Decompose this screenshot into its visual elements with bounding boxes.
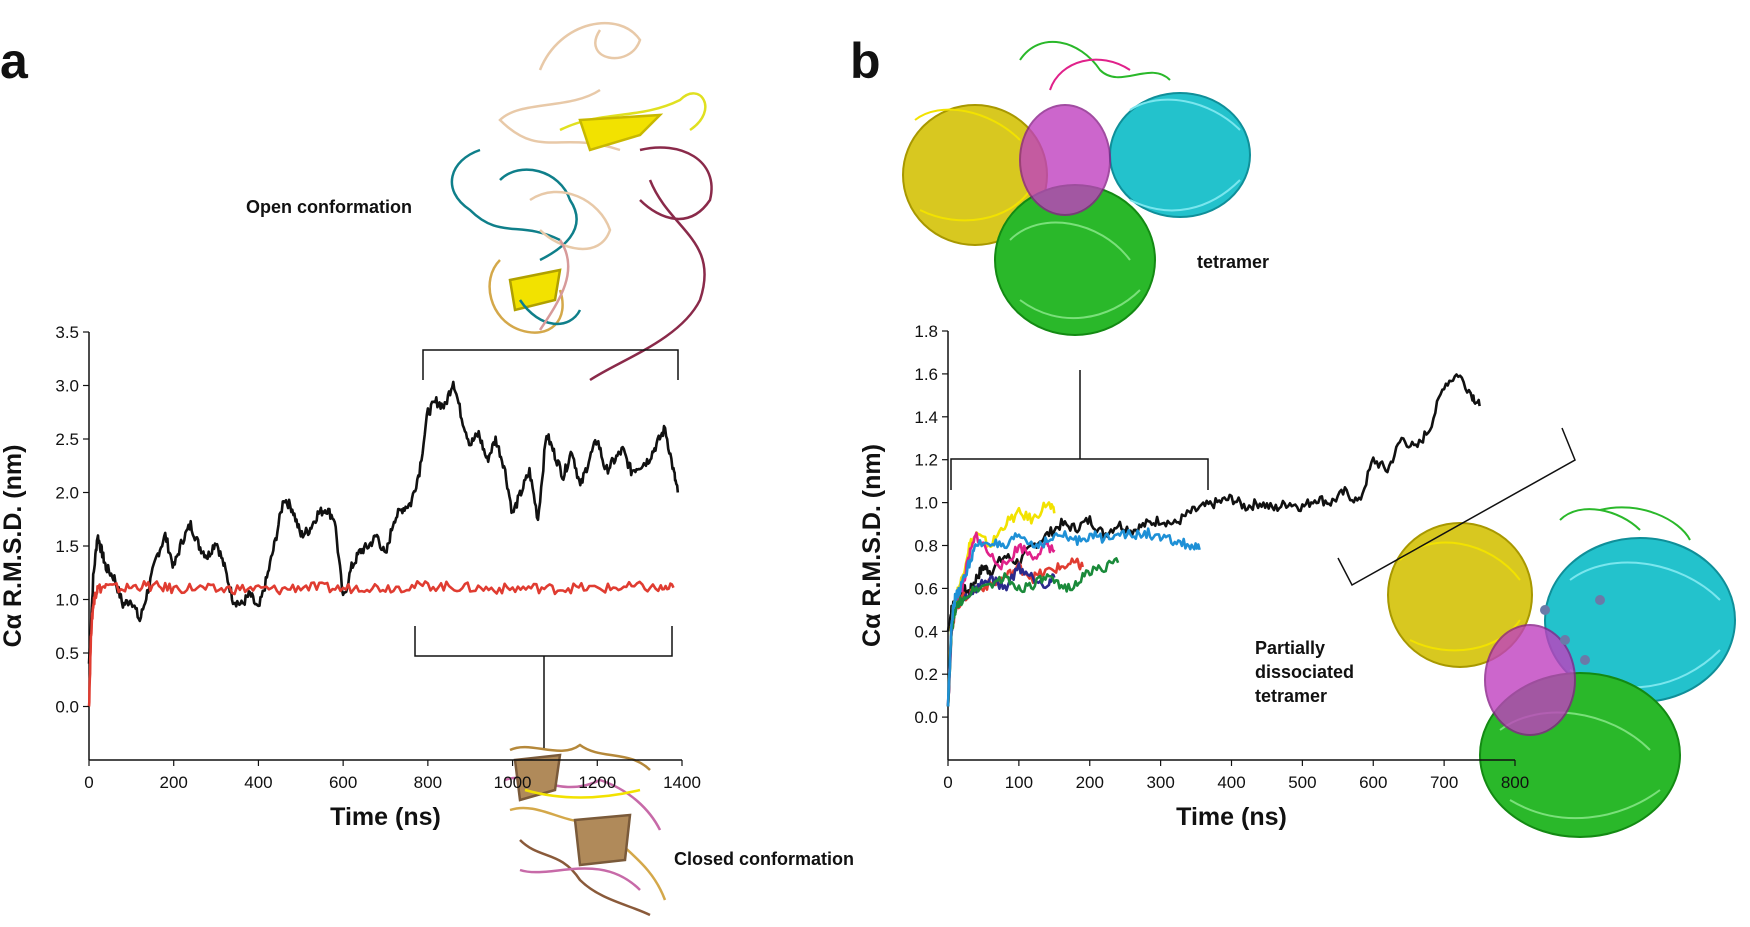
x-tick-label: 600 bbox=[1359, 773, 1387, 792]
y-tick-label: 0.8 bbox=[914, 537, 938, 556]
label-pdt-line: dissociated bbox=[1255, 662, 1354, 682]
label-closed-conformation: Closed conformation bbox=[674, 849, 854, 869]
tetramer-structure bbox=[902, 41, 1251, 336]
bracket-tetramer bbox=[950, 370, 1209, 490]
bracket-partially-dissociated bbox=[1337, 427, 1576, 587]
x-tick-label: 400 bbox=[1217, 773, 1245, 792]
y-tick-label: 2.0 bbox=[55, 484, 79, 503]
label-partially-dissociated-tetramer: Partially dissociated tetramer bbox=[1255, 638, 1354, 706]
y-tick-label: 1.6 bbox=[914, 365, 938, 384]
y-axis-title-a: Cα R.M.S.D. (nm) bbox=[0, 445, 27, 648]
series-line bbox=[946, 557, 1084, 707]
series-line bbox=[946, 527, 1201, 707]
x-tick-label: 800 bbox=[1501, 773, 1529, 792]
label-tetramer: tetramer bbox=[1197, 252, 1269, 272]
x-axis-title-b: Time (ns) bbox=[1176, 803, 1287, 831]
y-tick-label: 1.0 bbox=[914, 494, 938, 513]
chart-a: 0.0 0.5 1.0 1.5 2.0 2.5 3.0 3.5 0 200 400 600 800 100… bbox=[0, 323, 701, 831]
y-tick-label: 1.0 bbox=[55, 591, 79, 610]
y-tick-label: 1.4 bbox=[914, 408, 938, 427]
y-tick-label: 0.5 bbox=[55, 644, 79, 663]
series-line bbox=[87, 380, 680, 664]
y-tick-label: 1.2 bbox=[914, 451, 938, 470]
y-tick-label: 0.0 bbox=[914, 708, 938, 727]
y-tick-label: 1.5 bbox=[55, 537, 79, 556]
x-tick-label: 200 bbox=[160, 773, 188, 792]
y-axis-title-b: Cα R.M.S.D. (nm) bbox=[858, 444, 886, 647]
y-tick-label: 0.4 bbox=[914, 622, 938, 641]
x-tick-label: 300 bbox=[1146, 773, 1174, 792]
x-tick-label: 700 bbox=[1430, 773, 1458, 792]
x-tick-label: 200 bbox=[1076, 773, 1104, 792]
y-tick-label: 0.0 bbox=[55, 698, 79, 717]
partially-dissociated-tetramer-structure bbox=[1387, 506, 1736, 838]
x-tick-label: 100 bbox=[1005, 773, 1033, 792]
x-tick-label: 500 bbox=[1288, 773, 1316, 792]
open-conformation-structure bbox=[450, 21, 713, 382]
x-tick-label: 0 bbox=[943, 773, 952, 792]
series-line bbox=[87, 579, 675, 707]
x-tick-label: 1000 bbox=[494, 773, 532, 792]
x-tick-label: 400 bbox=[244, 773, 272, 792]
chart-b: 0.0 0.2 0.4 0.6 0.8 1.0 1.2 1.4 1.6 1.8 0 100 200 300… bbox=[858, 322, 1529, 831]
label-open-conformation: Open conformation bbox=[246, 197, 412, 217]
x-tick-label: 0 bbox=[84, 773, 93, 792]
y-tick-label: 0.2 bbox=[914, 665, 938, 684]
panel-letter-b: b bbox=[850, 33, 881, 89]
y-tick-label: 3.0 bbox=[55, 377, 79, 396]
bracket-open-conformation bbox=[422, 349, 679, 380]
x-axis-title-a: Time (ns) bbox=[330, 803, 441, 831]
label-pdt-line: Partially bbox=[1255, 638, 1325, 658]
x-tick-label: 1200 bbox=[578, 773, 616, 792]
panel-letter-a: a bbox=[0, 33, 29, 89]
y-tick-label: 1.8 bbox=[914, 322, 938, 341]
y-tick-label: 2.5 bbox=[55, 430, 79, 449]
x-tick-label: 800 bbox=[414, 773, 442, 792]
series-line bbox=[946, 501, 1056, 707]
bracket-closed-conformation bbox=[414, 626, 673, 748]
label-pdt-line: tetramer bbox=[1255, 686, 1327, 706]
y-tick-label: 3.5 bbox=[55, 323, 79, 342]
closed-conformation-structure bbox=[504, 743, 667, 917]
x-tick-label: 600 bbox=[329, 773, 357, 792]
series-line bbox=[946, 557, 1120, 707]
x-tick-label: 1400 bbox=[663, 773, 701, 792]
y-tick-label: 0.6 bbox=[914, 579, 938, 598]
